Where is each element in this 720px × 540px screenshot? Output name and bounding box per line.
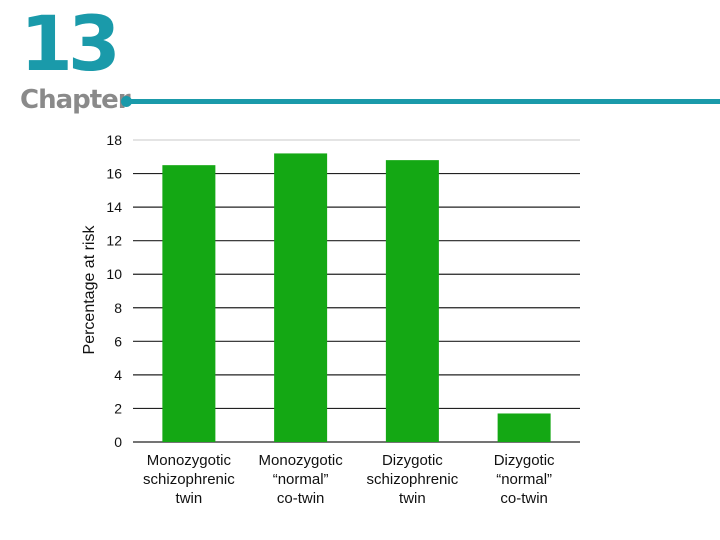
bar [497,413,551,442]
y-tick-label: 0 [114,434,122,450]
category-label: Dizygotic “normal” co-twin [494,452,555,507]
category-label-line: co-twin [277,490,325,507]
category-label: Monozygotic schizophrenic twin [143,452,235,507]
y-tick-labels: 0 2 4 6 8 10 12 14 16 18 [106,132,122,450]
bars [162,153,551,442]
category-label-line: twin [399,490,426,507]
chapter-label: Chapter [20,85,131,115]
header-rule [127,99,720,104]
category-label-line: Monozygotic [259,452,344,469]
category-label-line: Dizygotic [494,452,555,469]
y-tick-label: 4 [114,367,122,383]
y-tick-label: 10 [106,266,122,282]
category-labels: Monozygotic schizophrenic twin Monozygotic “… [143,452,555,507]
category-label-line: Dizygotic [382,452,443,469]
category-label: Monozygotic “normal” co-twin [259,452,344,507]
category-label-line: twin [176,490,203,507]
chapter-number: 13 [20,0,121,88]
y-tick-label: 12 [106,233,122,249]
y-tick-label: 16 [106,166,122,182]
header-rule-dot [121,96,132,107]
category-label-line: schizophrenic [367,471,459,488]
category-label-line: “normal” [496,471,552,488]
y-tick-label: 18 [106,132,122,148]
category-label: Dizygotic schizophrenic twin [367,452,459,507]
category-label-line: “normal” [273,471,329,488]
category-label-line: schizophrenic [143,471,235,488]
y-tick-label: 2 [114,400,122,416]
y-axis-label: Percentage at risk [81,225,98,355]
y-tick-label: 6 [114,333,122,349]
y-tick-label: 14 [106,199,122,215]
bar [274,153,328,442]
bar [162,165,216,442]
bar [385,160,439,442]
y-tick-label: 8 [114,300,122,316]
category-label-line: co-twin [500,490,548,507]
category-label-line: Monozygotic [147,452,232,469]
